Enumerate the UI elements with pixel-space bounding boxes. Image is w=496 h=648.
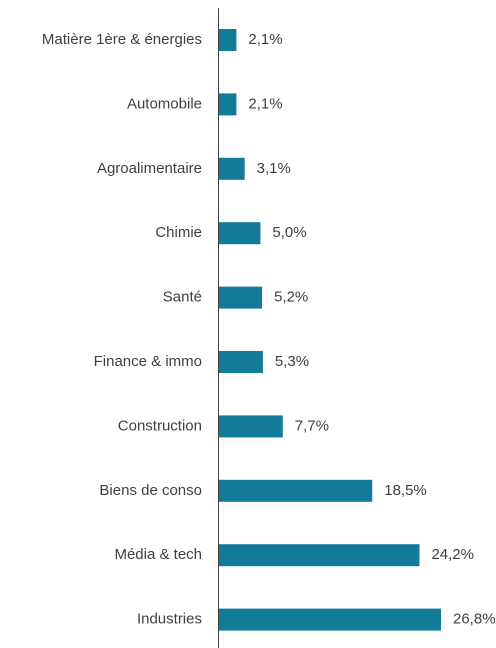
bar [219,351,263,373]
value-label: 18,5% [384,482,427,499]
category-label: Santé [163,289,202,306]
value-label: 24,2% [431,546,474,563]
category-label: Industries [137,611,202,628]
value-label: 5,2% [274,289,308,306]
bar [219,608,441,631]
bar [219,93,237,116]
category-label: Finance & immo [94,353,202,370]
category-label: Agroalimentaire [97,160,202,177]
bar [219,286,263,309]
value-label: 3,1% [257,160,291,177]
category-label: Biens de conso [99,482,202,499]
category-label: Média & tech [114,546,202,563]
value-label: 2,1% [248,31,282,48]
value-label: 5,0% [272,224,306,241]
value-label: 26,8% [453,611,496,628]
value-label: 2,1% [248,95,282,112]
bar [219,157,245,180]
bar [219,29,237,51]
category-label: Construction [118,417,202,434]
category-label: Automobile [127,95,202,112]
bar [219,479,373,502]
category-label: Matière 1ère & énergies [42,31,202,48]
bar [219,415,283,438]
category-label: Chimie [155,224,202,241]
bar [219,544,420,567]
value-label: 5,3% [275,353,309,370]
bar [219,222,261,245]
value-label: 7,7% [295,417,329,434]
